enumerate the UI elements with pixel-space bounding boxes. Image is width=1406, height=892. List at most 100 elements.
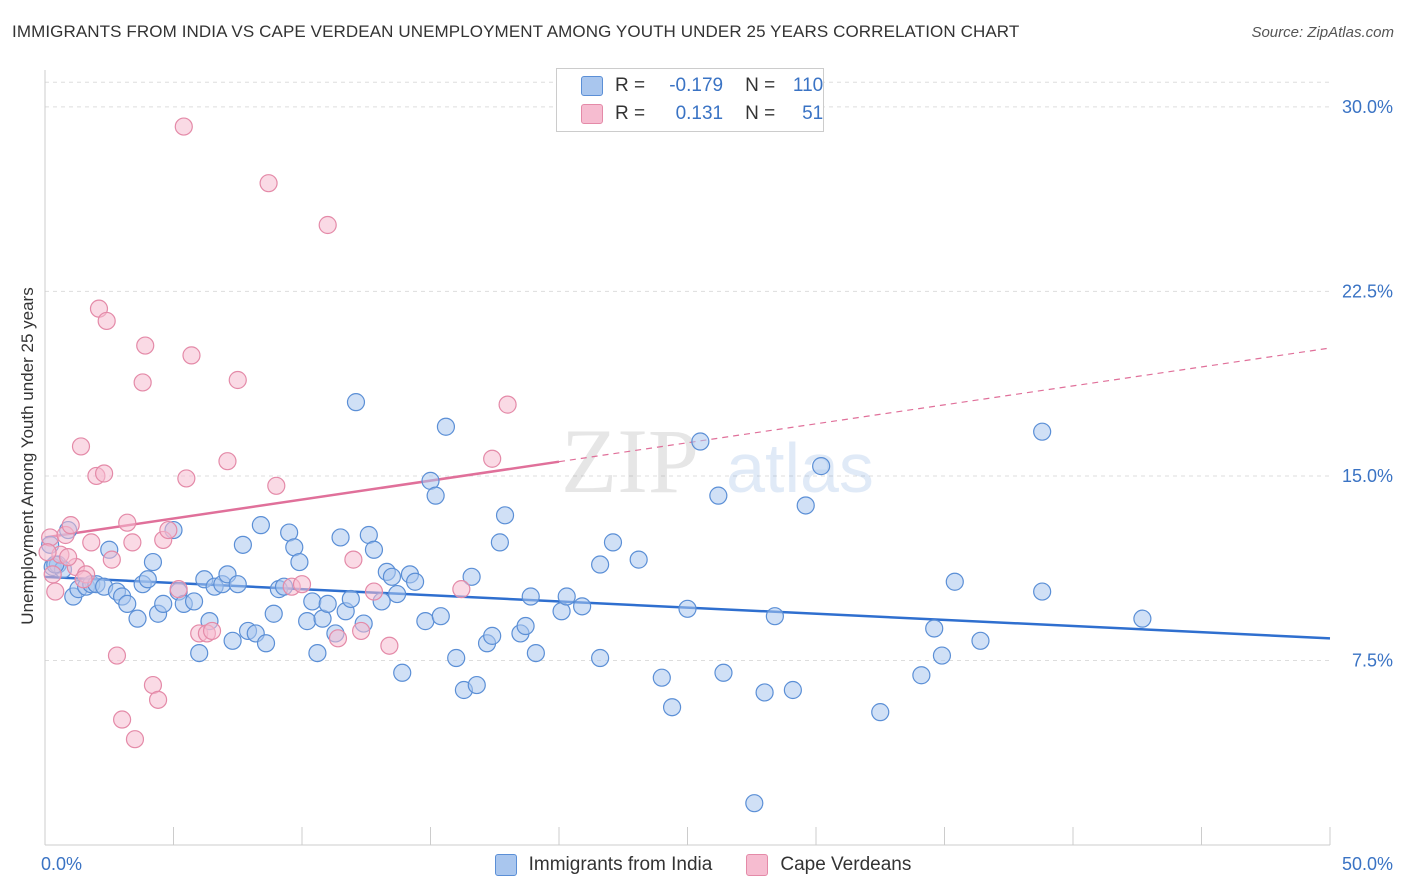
y-axis-label: Unemployment Among Youth under 25 years [18,287,37,625]
data-point [41,528,60,547]
data-point [945,572,964,591]
x-tick-label: 50.0% [1342,854,1393,874]
data-point [932,646,952,665]
x-tick-label: 0.0% [41,854,82,874]
data-point [591,555,610,574]
data-point [184,592,204,611]
data-point [714,663,733,682]
data-point [177,469,196,488]
data-point [138,570,157,589]
data-point [292,575,312,594]
data-point [521,587,540,606]
data-point [557,587,576,606]
data-point [591,648,610,668]
data-point [516,616,535,636]
data-point [267,476,286,495]
y-tick-label: 30.0% [1342,97,1393,117]
series-legend: Immigrants from India Cape Verdeans [0,851,1406,879]
legend-r-value: 0.131 [675,103,724,124]
data-point [318,594,337,613]
data-point [143,552,163,572]
legend-row-india: R = -0.179 N = 110 [581,73,823,99]
data-point [218,452,237,471]
legend-n-value: 51 [802,103,824,124]
data-point [97,311,116,331]
data-point [387,584,407,604]
data-point [871,703,890,722]
watermark-atlas: atlas [726,429,874,507]
data-point [95,464,114,483]
data-point [709,486,728,505]
data-point [691,432,710,451]
data-point [490,533,509,552]
data-point [629,550,648,569]
data-point [331,528,350,547]
data-point [318,215,337,235]
data-point [256,634,276,653]
y-tick-label: 22.5% [1342,281,1393,301]
series-label-india: Immigrants from India [528,854,713,875]
data-point [483,449,502,468]
data-point [328,629,348,648]
data-point [796,496,815,515]
data-point [308,643,327,663]
data-point [483,626,502,645]
data-point [118,594,137,613]
data-point [74,570,93,589]
data-point [925,619,944,638]
data-point [462,567,481,586]
correlation-legend: R = -0.179 N = 110 R = 0.131 N = 51 [556,68,824,132]
data-point [573,597,592,616]
axes [44,70,1331,846]
data-point [447,648,466,668]
data-point [678,599,697,618]
data-point [202,621,222,641]
series-swatch-cape-verdean [746,854,769,876]
legend-swatch-india [581,76,603,96]
data-point [745,794,764,813]
data-point [1133,609,1152,628]
data-point [46,582,65,601]
data-point [233,535,252,554]
data-point [169,580,188,599]
data-point [136,336,155,355]
legend-row-cape-verdean: R = 0.131 N = 51 [581,101,823,127]
data-point [352,621,371,641]
data-point [259,174,278,193]
data-point [416,612,435,631]
data-point [431,607,450,626]
series-legend-cape-verdean[interactable]: Cape Verdeans [746,854,911,876]
data-point [112,710,132,729]
data-point [341,589,360,609]
data-point [346,393,366,412]
data-point [603,533,623,552]
chart-title: IMMIGRANTS FROM INDIA VS CAPE VERDEAN UN… [12,22,1020,41]
data-point [912,666,931,685]
series-swatch-india [494,854,517,876]
data-point [264,604,283,623]
data-point [228,370,247,390]
data-point [812,457,831,476]
data-point [133,373,152,392]
data-point [467,675,486,695]
data-point [755,683,774,702]
series-legend-india[interactable]: Immigrants from India [494,854,713,876]
data-point [118,513,137,532]
source-credit: Source: ZipAtlas.com [1251,24,1394,41]
data-point [364,582,384,601]
data-point [436,417,456,436]
data-point [107,646,127,665]
data-points [38,117,1152,813]
y-tick-label: 7.5% [1352,650,1393,670]
data-point [123,533,142,552]
data-point [662,698,682,717]
series-1-points [38,117,517,749]
data-point [82,533,101,552]
data-point [290,552,309,572]
data-point [393,663,412,682]
data-point [495,506,515,525]
data-point [190,643,209,663]
data-point [1033,422,1052,441]
data-point [1033,582,1052,601]
